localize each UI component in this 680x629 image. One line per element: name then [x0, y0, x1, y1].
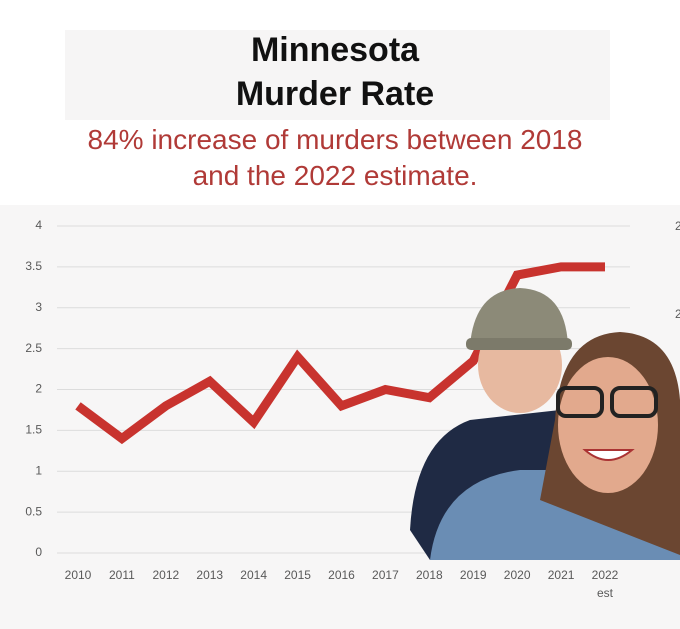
- y-tick-label: 0: [35, 545, 42, 559]
- title-panel: [65, 30, 610, 120]
- x-tick-label: 2015: [284, 568, 311, 582]
- x-tick-label: 2020: [503, 568, 531, 582]
- edge-fragment: 2: [675, 219, 680, 233]
- y-tick-label: 3: [35, 300, 42, 314]
- edge-fragment: 2: [675, 307, 680, 321]
- x-tick-label: 2021: [547, 568, 575, 582]
- y-tick-label: 2: [35, 382, 42, 396]
- photo-overlay: [410, 288, 680, 560]
- x-tick-label: 2018: [415, 568, 443, 582]
- chart-subtitle: 84% increase of murders between 2018 and…: [87, 124, 583, 191]
- chart-title: Minnesota Murder Rate: [235, 31, 435, 113]
- y-tick-label: 3.5: [25, 259, 42, 273]
- y-tick-label: 1: [35, 463, 42, 477]
- x-tick-label: 2019: [459, 568, 487, 582]
- chart-subtitle-box: 84% increase of murders between 2018 and…: [87, 124, 583, 191]
- y-tick-label: 4: [35, 218, 42, 232]
- data-line: [75, 262, 605, 445]
- y-tick-label: 0.5: [25, 504, 42, 518]
- x-tick-label: 2022 est: [591, 568, 619, 600]
- x-tick-label: 2014: [240, 568, 267, 582]
- x-tick-label: 2012: [152, 568, 180, 582]
- x-tick-label: 2016: [328, 568, 355, 582]
- chart-title-box: Minnesota Murder Rate: [235, 31, 435, 113]
- x-tick-label: 2010: [64, 568, 92, 582]
- x-tick-label: 2017: [372, 568, 399, 582]
- y-tick-label: 1.5: [25, 423, 42, 437]
- x-tick-label: 2013: [196, 568, 224, 582]
- y-tick-label: 2.5: [25, 341, 42, 355]
- x-tick-label: 2011: [109, 568, 135, 582]
